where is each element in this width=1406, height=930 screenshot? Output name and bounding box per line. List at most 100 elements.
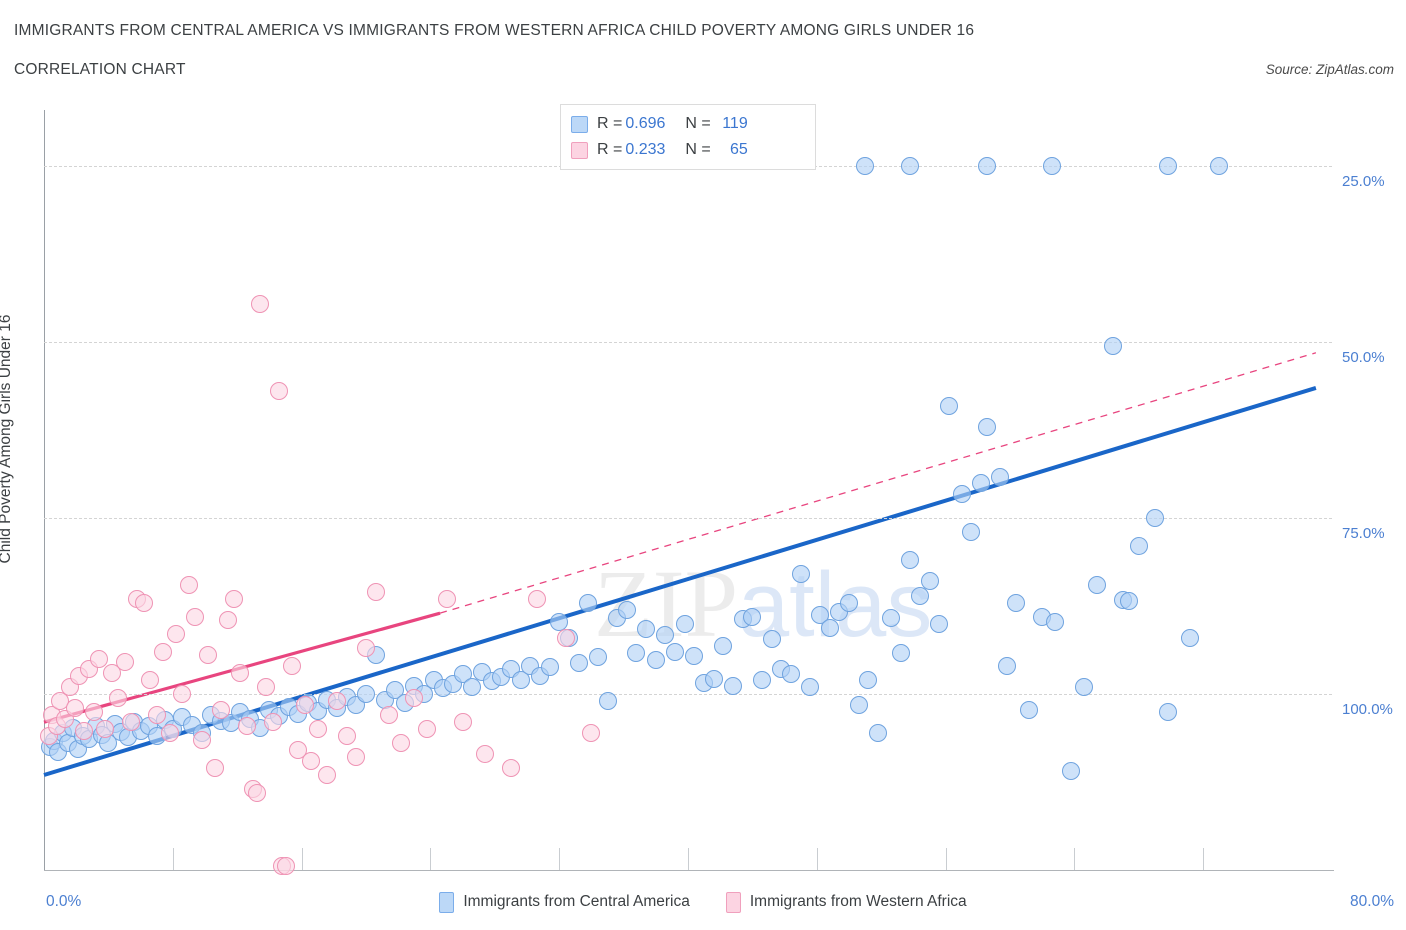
legend-swatch-pink-icon [725,891,741,913]
scatter-point [1158,702,1177,721]
n-value: 65 [729,141,748,158]
scatter-point [379,706,398,725]
scatter-point [978,157,997,176]
scatter-point [1104,336,1123,355]
scatter-point [685,647,704,666]
scatter-point [901,551,920,570]
scatter-point [1046,613,1065,632]
scatter-point [102,663,121,682]
n-label: N = [685,115,711,132]
r-label: R = [597,115,623,132]
scatter-point [173,685,192,704]
scatter-point [753,671,772,689]
y-axis-tick-label: 100.0% [1342,701,1393,719]
scatter-point [337,727,356,746]
scatter-point [295,695,314,714]
scatter-point [250,294,269,313]
x-axis-tick [688,848,689,870]
scatter-point [840,593,858,612]
scatter-point [540,658,559,677]
scatter-point [704,669,723,688]
scatter-point [308,720,327,739]
gridline [44,518,1332,520]
scatter-point [199,646,218,665]
scatter-point [405,688,424,707]
scatter-point [978,417,997,436]
scatter-point [1020,700,1039,719]
y-axis-title: Child Poverty Among Girls Under 16 [0,314,14,564]
scatter-point [476,744,495,763]
scatter-point [75,721,94,740]
scatter-point [675,614,694,633]
scatter-point [282,656,301,675]
gridline [44,342,1332,344]
scatter-point [952,484,971,503]
legend-item-central-america[interactable]: Immigrants from Central America [439,891,690,913]
scatter-point [724,676,743,695]
scatter-point [527,590,546,609]
legend-item-western-africa[interactable]: Immigrants from Western Africa [725,891,967,913]
x-axis-tick [430,848,432,870]
scatter-point [453,713,472,732]
scatter-point [270,382,289,401]
scatter-point [920,572,939,591]
scatter-point [588,648,607,667]
scatter-point [134,593,153,612]
scatter-point [856,157,875,176]
scatter-point [231,663,250,682]
scatter-point [646,651,665,670]
scatter-point [1210,157,1229,176]
n-label: N = [685,141,711,158]
scatter-point [121,713,140,732]
scatter-point [357,639,375,658]
scatter-point [247,783,266,802]
scatter-point [627,644,646,663]
scatter-point [276,857,295,876]
stats-row-blue: R = 0.696 N = 119 [571,111,805,137]
scatter-point [347,748,366,767]
swatch-blue-icon [571,115,588,133]
scatter-point [318,766,337,784]
source-attribution: Source: ZipAtlas.com [1265,62,1394,77]
scatter-point [392,734,411,753]
scatter-point [556,628,575,647]
scatter-point [991,468,1010,487]
scatter-point [939,396,958,415]
scatter-point [868,723,887,742]
scatter-point [582,723,601,742]
x-axis-tick [301,848,303,870]
scatter-point [89,649,108,668]
scatter-point [1062,762,1081,781]
gridline [44,694,1332,696]
scatter-point [849,696,868,715]
scatter-point [418,720,437,739]
y-axis-tick-label: 50.0% [1342,349,1385,367]
scatter-point [901,157,920,176]
scatter-point [147,706,166,725]
scatter-point [205,758,224,777]
scatter-point [167,625,186,644]
scatter-point [598,692,617,711]
scatter-point [791,565,810,584]
scatter-point [1042,157,1061,176]
scatter-point [257,678,276,697]
x-axis-tick [172,848,174,870]
r-label: R = [597,141,623,158]
series-legend: Immigrants from Central America Immigran… [0,885,1406,919]
scatter-point [1129,537,1148,556]
page-subtitle: CORRELATION CHART [14,61,186,78]
x-axis-tick [1203,848,1205,870]
scatter-point [179,576,198,594]
scatter-point [212,700,231,719]
x-axis-line [44,870,1334,871]
scatter-point [263,713,282,732]
scatter-point [881,609,900,628]
scatter-point [782,665,801,684]
scatter-point [224,590,243,609]
swatch-pink-icon [571,141,588,159]
scatter-point [437,590,456,609]
scatter-point [328,692,347,711]
scatter-point [237,716,256,735]
scatter-point [154,642,173,661]
scatter-point [743,607,762,626]
